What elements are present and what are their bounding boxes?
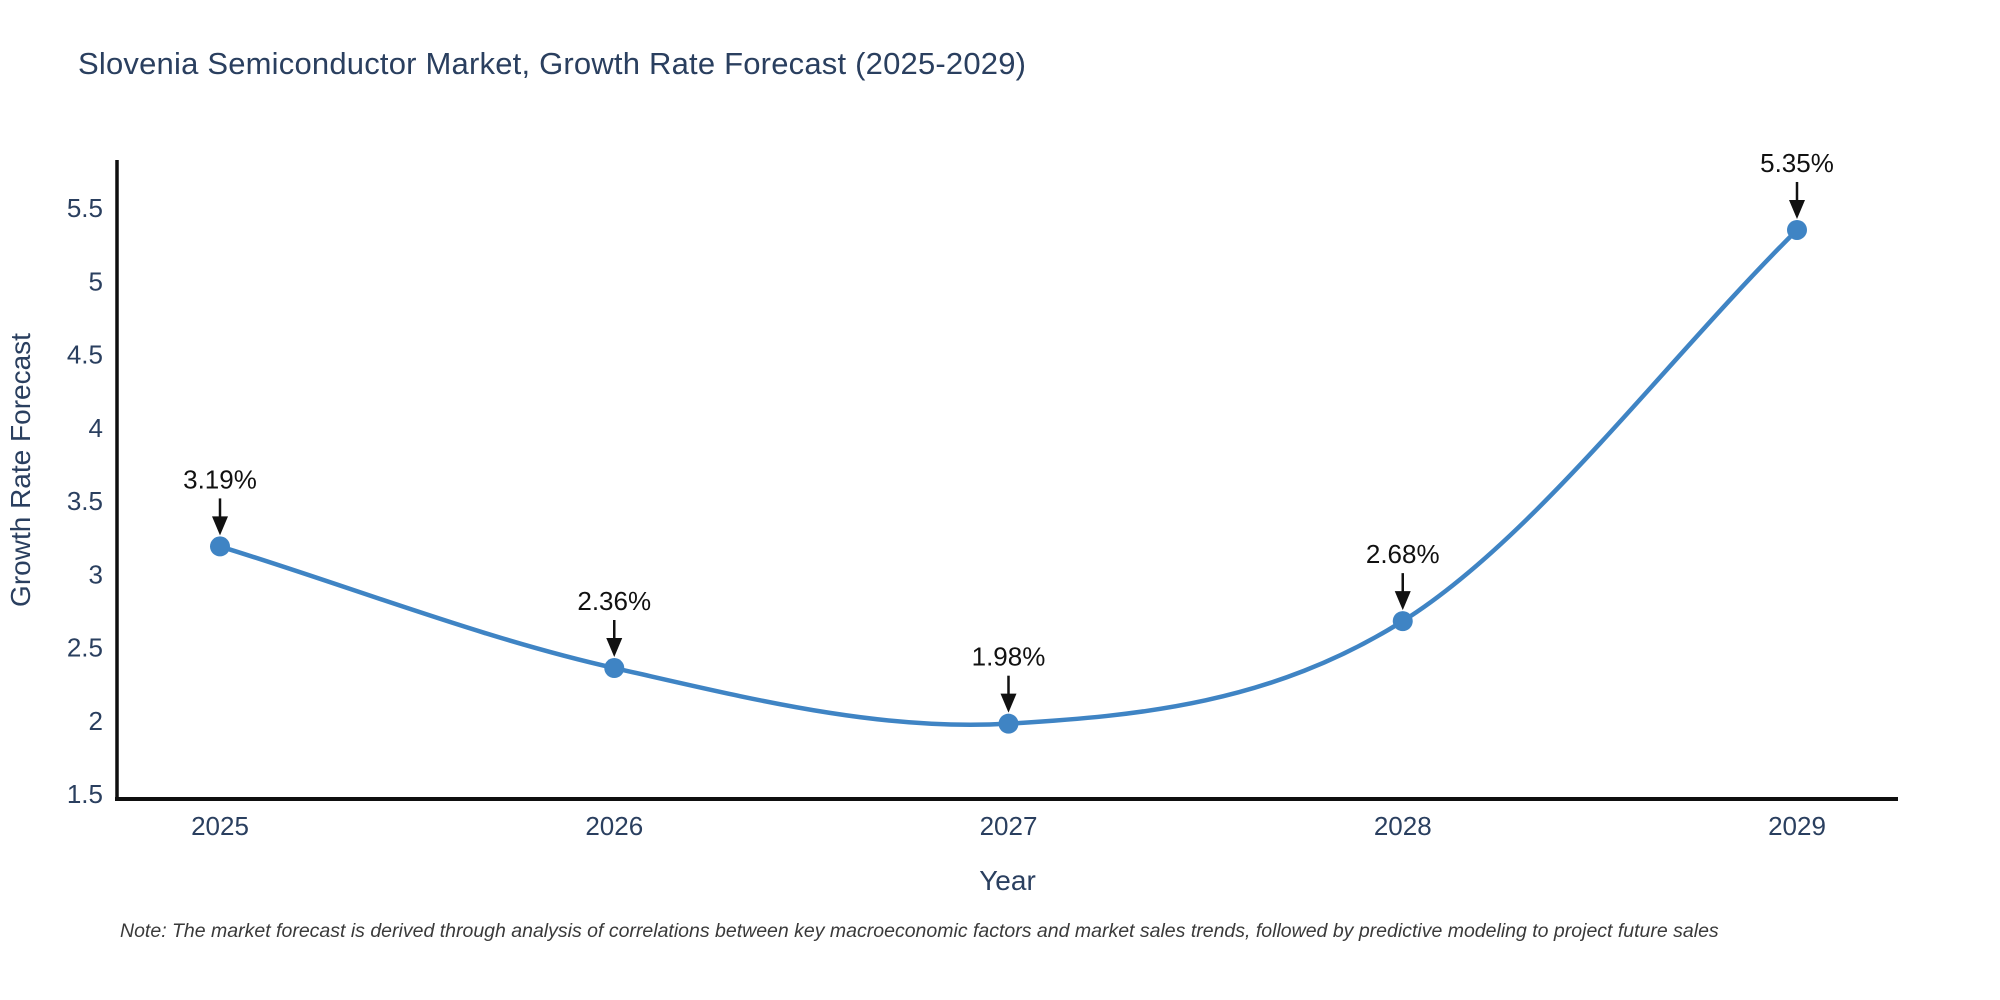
chart-title: Slovenia Semiconductor Market, Growth Ra… <box>78 46 1027 81</box>
x-tick-label: 2029 <box>1768 811 1826 841</box>
annotation-arrow-head <box>606 638 623 658</box>
y-tick-label: 5.5 <box>67 193 103 223</box>
data-point-marker <box>998 713 1019 734</box>
y-tick-label: 5 <box>89 266 103 296</box>
x-tick-label: 2027 <box>980 811 1038 841</box>
annotation-label: 2.36% <box>577 586 651 616</box>
data-point-marker <box>1787 219 1807 240</box>
data-point-marker <box>210 536 230 557</box>
x-axis-title: Year <box>979 865 1036 896</box>
y-tick-label: 4 <box>89 413 103 443</box>
x-tick-label: 2025 <box>191 811 249 841</box>
y-axis-title: Growth Rate Forecast <box>5 333 36 607</box>
annotation-arrow-head <box>1394 591 1411 611</box>
annotation-arrow-head <box>212 516 228 536</box>
annotation-label: 5.35% <box>1760 148 1834 178</box>
y-tick-label: 1.5 <box>67 779 103 809</box>
y-tick-label: 3.5 <box>67 486 103 516</box>
x-tick-label: 2028 <box>1374 811 1432 841</box>
annotation-label: 1.98% <box>972 642 1046 672</box>
y-tick-label: 3 <box>89 559 103 589</box>
data-point-marker <box>1392 611 1413 632</box>
footnote: Note: The market forecast is derived thr… <box>120 920 1719 942</box>
y-tick-label: 2.5 <box>67 633 103 663</box>
annotation-label: 3.19% <box>183 464 257 494</box>
data-point-marker <box>604 658 625 679</box>
annotation-arrow-head <box>1789 199 1805 219</box>
annotation-label: 2.68% <box>1366 539 1440 569</box>
annotation-arrow-head <box>1000 693 1017 713</box>
y-tick-label: 4.5 <box>67 340 103 370</box>
x-tick-label: 2026 <box>585 811 643 841</box>
y-tick-label: 2 <box>89 706 103 736</box>
